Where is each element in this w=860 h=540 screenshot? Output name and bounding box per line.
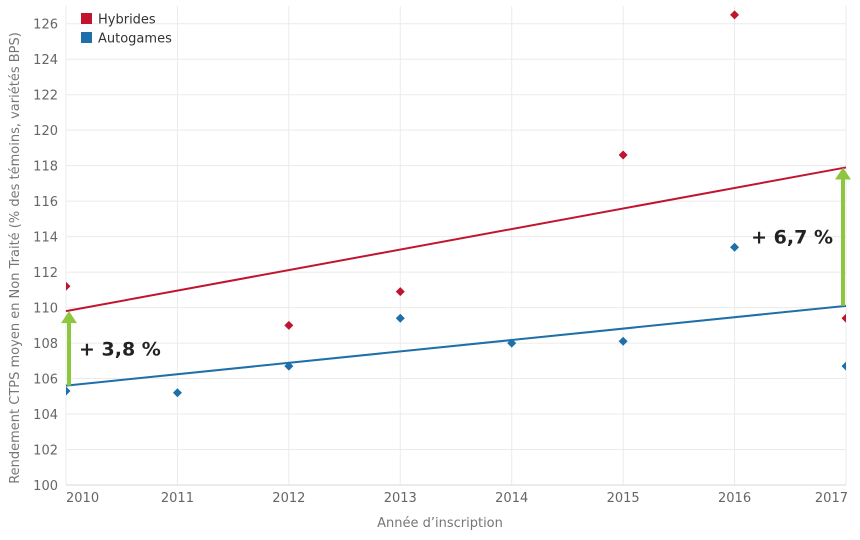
legend-label-autogames: Autogames <box>98 32 172 47</box>
y-axis-ticks: 100 102 104 106 108 110 112 114 116 118 120 122 124 1… <box>33 18 58 494</box>
y-tick-label: 116 <box>33 195 58 210</box>
x-tick-label: 2010 <box>66 491 99 506</box>
data-point-autogames <box>172 388 182 398</box>
annotation-label: + 3,8 % <box>79 338 161 360</box>
data-point-hybrides <box>618 150 628 160</box>
y-tick-label: 122 <box>33 89 58 104</box>
y-tick-label: 124 <box>33 53 58 68</box>
x-tick-label: 2013 <box>384 491 417 506</box>
x-tick-label: 2014 <box>495 491 528 506</box>
y-tick-label: 104 <box>33 408 58 423</box>
data-point-autogames <box>841 361 846 371</box>
data-point-hybrides <box>730 10 740 20</box>
y-tick-label: 112 <box>33 266 58 281</box>
y-tick-label: 102 <box>33 444 58 459</box>
legend-swatch-hybrides <box>81 13 92 24</box>
data-point-hybrides <box>841 313 846 323</box>
x-tick-label: 2011 <box>161 491 194 506</box>
x-tick-label: 2015 <box>607 491 640 506</box>
data-point-autogames <box>730 242 740 252</box>
data-point-autogames <box>507 338 517 348</box>
arrow-head <box>835 167 851 180</box>
data-point-hybrides <box>395 287 405 297</box>
legend-label-hybrides: Hybrides <box>98 13 156 28</box>
x-tick-label: 2012 <box>272 491 305 506</box>
y-tick-label: 126 <box>33 18 58 33</box>
legend-swatch-autogames <box>81 32 92 43</box>
y-tick-label: 118 <box>33 160 58 175</box>
y-tick-label: 110 <box>33 302 58 317</box>
data-point-autogames <box>618 336 628 346</box>
data-point-hybrides <box>284 320 294 330</box>
data-point-autogames <box>395 313 405 323</box>
y-axis-title: Rendement CTPS moyen en Non Traité (% de… <box>8 32 23 484</box>
trend-line-hybrides <box>65 166 847 313</box>
grid-lines <box>65 6 847 486</box>
x-tick-label: 2017 <box>815 491 848 506</box>
annotation-label: + 6,7 % <box>751 227 833 249</box>
x-axis-title: Année d’inscription <box>377 516 503 531</box>
trend-line-autogames <box>65 304 847 387</box>
trend-lines <box>65 166 847 387</box>
y-tick-label: 100 <box>33 479 58 494</box>
data-point-hybrides <box>66 281 71 291</box>
data-point-autogames <box>284 361 294 371</box>
y-tick-label: 106 <box>33 373 58 388</box>
y-tick-label: 114 <box>33 231 58 246</box>
legend: Hybrides Autogames <box>81 13 172 47</box>
annotations: + 3,8 % + 6,7 % <box>61 167 851 386</box>
x-axis-ticks: 2010 2011 2012 2013 2014 2015 2016 2017 <box>66 491 848 506</box>
y-tick-label: 108 <box>33 337 58 352</box>
arrow-head <box>61 311 77 324</box>
data-point-autogames <box>66 386 71 396</box>
y-tick-label: 120 <box>33 124 58 139</box>
data-points <box>66 10 846 398</box>
x-tick-label: 2016 <box>718 491 751 506</box>
